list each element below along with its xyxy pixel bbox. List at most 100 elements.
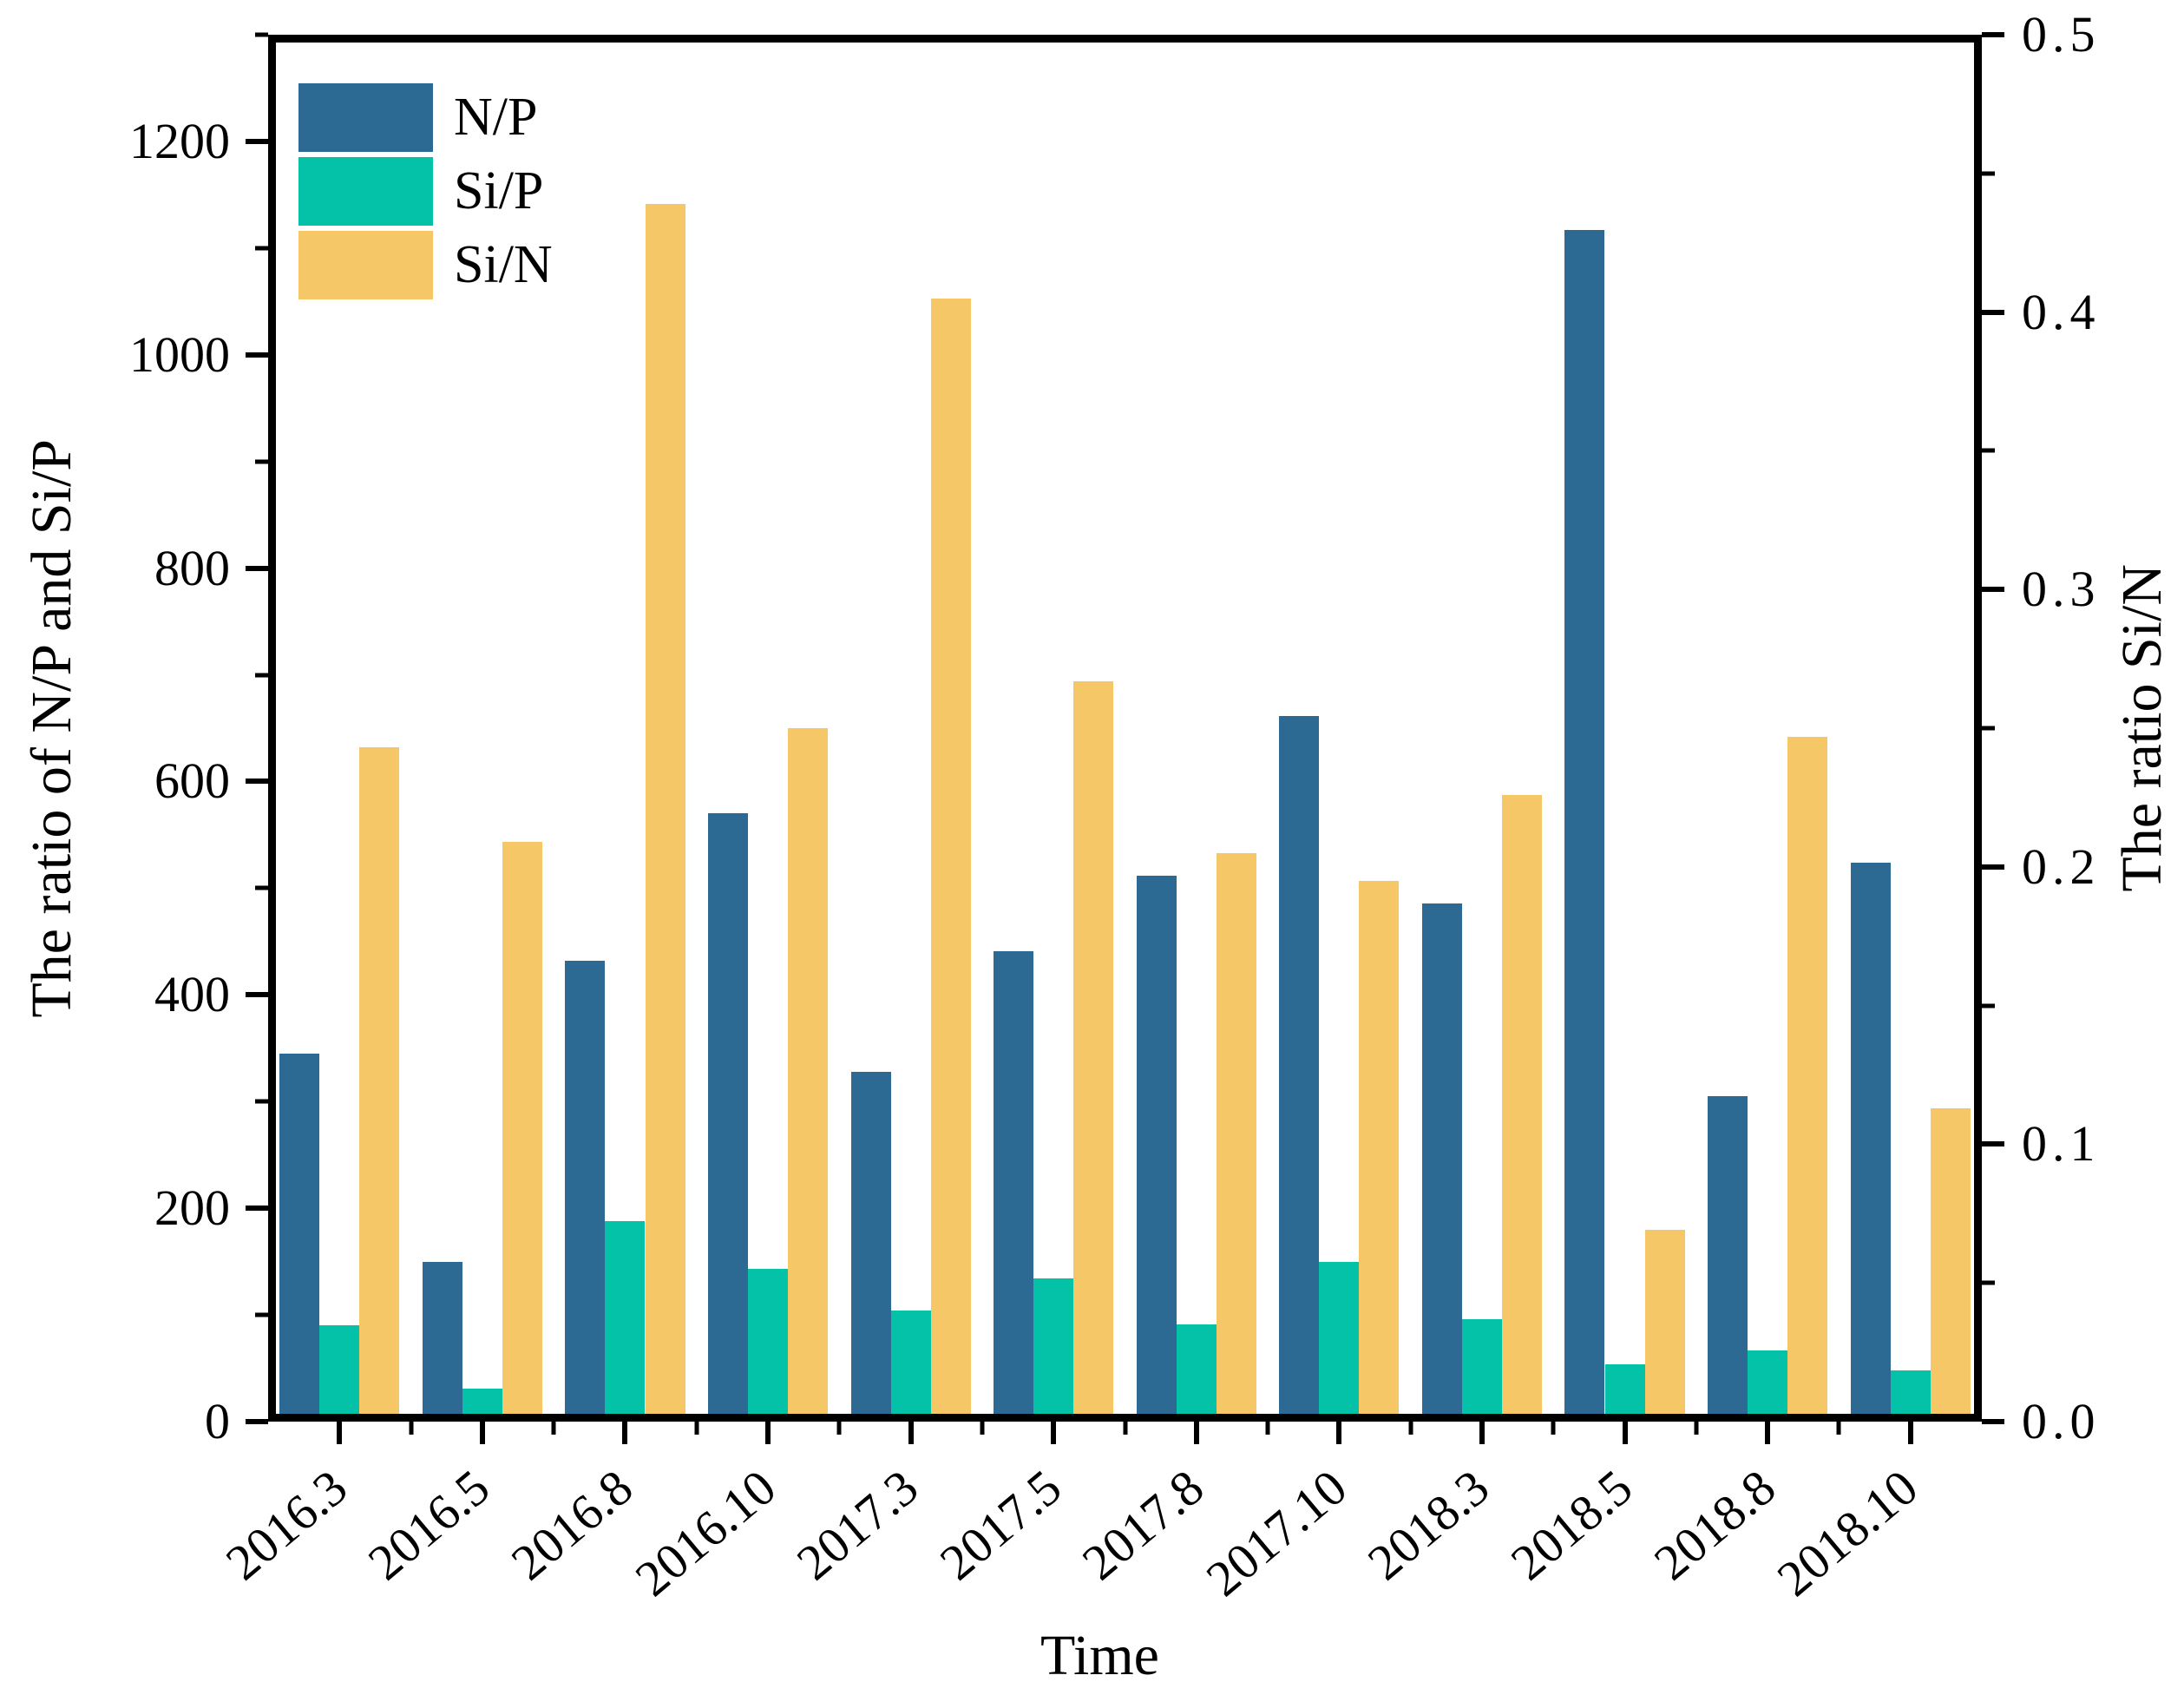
y-tick-label-left: 800 [154,539,230,596]
bar-n-p-2016.3 [279,1053,320,1422]
bar-si-n-2016.8 [645,203,685,1422]
y-axis-right-major-tick [1982,1141,2004,1147]
x-tick-label: 2017.8 [1072,1458,1215,1592]
y-axis-right-major-tick [1982,32,2004,37]
y-axis-left-major-tick [246,1419,268,1424]
bar-si-p-2016.3 [319,1325,360,1422]
x-tick-label: 2018.5 [1500,1458,1643,1592]
legend-row-n-p: N/P [298,83,553,152]
bar-si-n-2018.3 [1502,794,1543,1422]
bar-n-p-2018.10 [1850,862,1891,1422]
bar-si-p-2016.10 [748,1269,789,1422]
x-tick-label: 2016.3 [214,1458,357,1592]
y-axis-right-minor-tick [1982,171,1995,176]
y-axis-left-major-tick [246,779,268,785]
x-axis-minor-tick [694,1422,699,1435]
x-axis-minor-tick [1551,1422,1556,1435]
bar-si-p-2018.10 [1890,1370,1931,1422]
bar-n-p-2017.8 [1136,875,1177,1422]
y-tick-label-left: 600 [154,752,230,810]
x-tick-label: 2018.3 [1357,1458,1500,1592]
legend-label-si-p: Si/P [454,161,544,220]
y-axis-right-major-tick [1982,1419,2004,1424]
bar-n-p-2016.10 [707,813,748,1422]
y-axis-left-major-tick [246,992,268,998]
x-axis-minor-tick [1265,1422,1270,1435]
x-axis-major-tick [1907,1422,1913,1444]
x-axis-minor-tick [836,1422,842,1435]
bar-si-p-2018.8 [1748,1350,1788,1422]
x-axis-minor-tick [1123,1422,1127,1435]
x-axis-major-tick [479,1422,485,1444]
bar-si-p-2017.10 [1319,1261,1360,1422]
bar-si-n-2017.5 [1073,680,1114,1422]
x-tick-label: 2018.8 [1643,1458,1786,1592]
x-axis-major-tick [765,1422,771,1444]
legend-label-si-n: Si/N [454,235,553,294]
y-axis-left-minor-tick [255,673,268,678]
y-axis-title-right-text: The ratio Si/N [2110,564,2174,892]
x-tick-label: 2017.10 [1195,1458,1357,1607]
y-axis-right-minor-tick [1982,726,1995,731]
y-axis-left-minor-tick [255,246,268,251]
legend-swatch-si-n [298,231,433,299]
y-axis-left-major-tick [246,138,268,144]
bar-si-n-2018.10 [1930,1107,1971,1422]
bar-si-n-2016.3 [359,747,400,1422]
legend-swatch-si-p [298,157,433,226]
x-axis-major-tick [1622,1422,1628,1444]
y-axis-right-minor-tick [1982,448,1995,453]
y-axis-left-major-tick [246,351,268,358]
x-tick-label: 2016.10 [624,1458,786,1607]
y-tick-label-left: 1200 [129,112,230,169]
bar-si-p-2018.3 [1461,1319,1502,1422]
bar-si-n-2017.10 [1359,880,1400,1422]
bar-n-p-2018.3 [1421,903,1462,1422]
x-axis-major-tick [1765,1422,1771,1444]
x-axis-major-tick [337,1422,343,1444]
x-tick-label: 2016.8 [501,1458,644,1592]
legend-row-si-n: Si/N [298,231,553,299]
y-axis-left-minor-tick [255,32,268,37]
x-tick-label: 2017.3 [786,1458,929,1592]
x-axis-major-tick [908,1422,914,1444]
bar-si-n-2018.5 [1644,1230,1685,1422]
x-axis-major-tick [1193,1422,1199,1444]
x-axis-minor-tick [980,1422,985,1435]
x-axis-minor-tick [409,1422,414,1435]
y-tick-label-right: 0.0 [2022,1393,2101,1449]
bar-si-n-2016.10 [788,728,829,1422]
bar-si-n-2016.5 [502,842,542,1422]
y-tick-label-right: 0.4 [2022,283,2101,340]
bar-si-p-2018.5 [1604,1363,1645,1422]
x-axis-minor-tick [551,1422,556,1435]
bar-n-p-2017.10 [1279,716,1320,1422]
y-axis-right-major-tick [1982,587,2004,593]
bar-si-n-2018.8 [1787,736,1828,1422]
y-axis-left-minor-tick [255,1099,268,1104]
legend: N/P Si/P Si/N [298,83,553,305]
x-axis-major-tick [1336,1422,1342,1444]
y-axis-left-minor-tick [255,459,268,464]
legend-swatch-n-p [298,83,433,152]
x-tick-label: 2018.10 [1767,1458,1929,1607]
x-axis-major-tick [1479,1422,1485,1444]
bar-si-p-2016.8 [605,1220,646,1422]
y-tick-label-right: 0.2 [2022,838,2101,895]
x-axis-minor-tick [1836,1422,1841,1435]
bar-si-n-2017.3 [930,298,971,1422]
x-axis-title: Time [1040,1624,1159,1687]
bars-layer [268,35,1982,1422]
bar-n-p-2018.5 [1564,229,1605,1422]
bar-n-p-2016.5 [422,1261,462,1422]
y-tick-label-right: 0.3 [2022,561,2101,618]
y-axis-left-major-tick [246,565,268,571]
x-tick-label: 2016.5 [357,1458,501,1592]
y-tick-label-left: 200 [154,1179,230,1237]
y-axis-title-left-text: The ratio of N/P and Si/P [20,438,83,1018]
x-tick-label: 2017.5 [928,1458,1072,1592]
y-axis-right-minor-tick [1982,1003,1995,1008]
y-tick-label-left: 0 [205,1393,230,1449]
y-tick-label-left: 400 [154,966,230,1023]
